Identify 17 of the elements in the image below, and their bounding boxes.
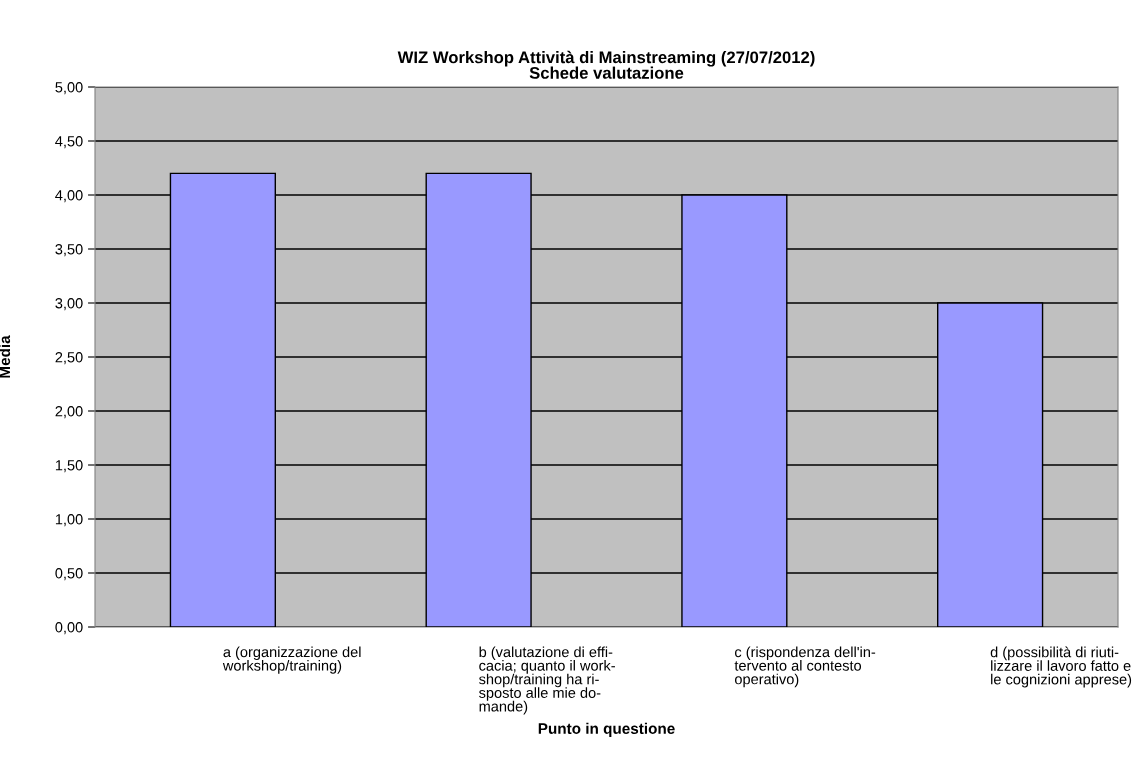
y-tick-label: 0,50 (55, 568, 83, 581)
y-tick-label: 3,50 (55, 244, 83, 257)
chart-title: WIZ Workshop Attività di Mainstreaming (27/07/2012) Schede valutazione (397, 50, 815, 79)
x-tick-label: d (possibilità di riuti- lizzare il lavoro fatto e le cognizioni apprese) (990, 646, 1132, 688)
x-tick-label: a (organizzazione del workshop/training) (222, 646, 361, 674)
y-tick-label: 1,00 (55, 514, 83, 527)
x-tick-label: b (valutazione di effi- cacia; quanto il work- shop/training ha ri- sposto alle mie do- mande) (479, 646, 615, 715)
y-tick-label: 0,00 (55, 622, 83, 635)
y-tick-label: 4,00 (55, 190, 83, 203)
y-tick-label: 3,00 (55, 298, 83, 311)
y-tick-label: 2,00 (55, 406, 83, 419)
x-axis-title: Punto in questione (538, 722, 675, 737)
y-tick-label: 2,50 (55, 352, 83, 365)
y-tick-label: 1,50 (55, 460, 83, 473)
x-tick-label: c (rispondenza dell'in- tervento al contesto operativo) (734, 646, 876, 688)
y-tick-label: 5,00 (55, 82, 83, 95)
y-tick-label: 4,50 (55, 136, 83, 149)
